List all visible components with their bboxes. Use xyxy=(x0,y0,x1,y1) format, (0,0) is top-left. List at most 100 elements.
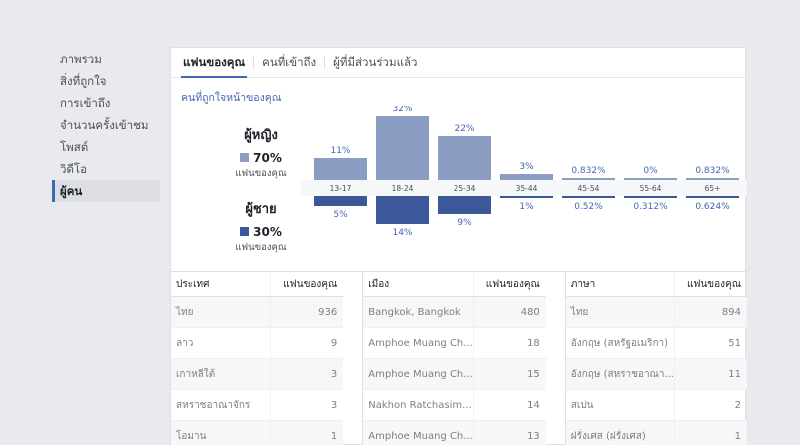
demographics-tables: ประเทศ แฟนของคุณ ไทย 936 ลาว 9 เกาหลีใต้ 3 … xyxy=(171,271,747,445)
age-tick-label: 35-44 xyxy=(516,184,538,193)
table-row: อังกฤษ (สหราชอาณา... 11 xyxy=(565,359,747,390)
tab-divider xyxy=(253,56,255,69)
insights-card: แฟนของคุณ คนที่เข้าถึง ผู้ที่มีส่วนร่วมแ… xyxy=(170,47,747,445)
bar-women xyxy=(562,178,615,180)
bar-men xyxy=(438,196,491,214)
table-row: Bangkok, Bangkok 480 xyxy=(363,297,546,328)
table-row: ไทย 894 xyxy=(565,297,747,328)
country-name: สหราชอาณาจักร xyxy=(176,399,251,411)
data-label-men: 9% xyxy=(457,218,472,228)
data-label-women: 0.832% xyxy=(695,166,730,176)
country-name: ลาว xyxy=(176,337,194,349)
sidebar-item-likes[interactable]: สิ่งที่ถูกใจ xyxy=(60,74,107,88)
data-label-women: 3% xyxy=(519,162,534,172)
fan-count: 480 xyxy=(472,297,546,327)
table-row: สเปน 2 xyxy=(565,390,747,421)
table-row: ลาว 9 xyxy=(171,328,344,359)
city-table: เมือง แฟนของคุณ Bangkok, Bangkok 480 Amph… xyxy=(362,272,546,445)
sidebar-item-reach[interactable]: การเข้าถึง xyxy=(60,96,111,110)
tab-your-fans[interactable]: แฟนของคุณ xyxy=(175,48,253,78)
table-row: อังกฤษ (สหรัฐอเมริกา) 51 xyxy=(565,328,747,359)
age-tick-label: 18-24 xyxy=(392,184,414,193)
data-label-women: 0.832% xyxy=(571,166,606,176)
legend-men-value: 30% xyxy=(253,225,282,239)
age-tick-label: 25-34 xyxy=(454,184,476,193)
tab-bar: แฟนของคุณ คนที่เข้าถึง ผู้ที่มีส่วนร่วมแ… xyxy=(171,48,745,78)
country-name: โอมาน xyxy=(176,430,207,442)
table-header: เมือง แฟนของคุณ xyxy=(363,272,546,297)
fan-count: 15 xyxy=(472,359,546,389)
fan-count: 2 xyxy=(674,390,747,420)
legend-women-sub: แฟนของคุณ xyxy=(235,168,287,179)
bar-men xyxy=(624,196,677,198)
language-table: ภาษา แฟนของคุณ ไทย 894 อังกฤษ (สหรัฐอเมริ… xyxy=(564,272,747,445)
tab-people-engaged[interactable]: ผู้ที่มีส่วนร่วมแล้ว xyxy=(333,55,418,69)
legend-men: ผู้ชาย 30% แฟนของคุณ xyxy=(211,198,311,255)
fan-count: 936 xyxy=(270,297,343,327)
language-name: ไทย xyxy=(570,306,589,318)
legend-men-percent: 30% xyxy=(211,225,311,239)
sidebar-item-people[interactable]: ผู้คน xyxy=(52,180,160,202)
legend-women-percent: 70% xyxy=(211,151,311,165)
legend-women-value: 70% xyxy=(253,151,282,165)
table-row: ไทย 936 xyxy=(171,297,344,328)
table-header: ภาษา แฟนของคุณ xyxy=(565,272,747,297)
bar-men xyxy=(500,196,553,198)
fan-count: 51 xyxy=(674,328,747,358)
data-label-women: 11% xyxy=(330,146,350,156)
table-row: Amphoe Muang Ch... 18 xyxy=(363,328,546,359)
fan-count: 18 xyxy=(472,328,546,358)
legend-women-heading: ผู้หญิง xyxy=(244,128,278,143)
age-tick-label: 45-54 xyxy=(578,184,600,193)
city-name: Amphoe Muang Ch... xyxy=(368,368,473,380)
tab-divider xyxy=(324,56,326,69)
table-row: โอมาน 1 xyxy=(171,421,344,445)
country-name: ไทย xyxy=(176,306,194,318)
table-row: Amphoe Muang Ch... 13 xyxy=(363,421,546,445)
age-tick-label: 65+ xyxy=(705,184,721,193)
fan-count: 1 xyxy=(674,421,747,445)
sidebar-item-page-views[interactable]: จำนวนครั้งเข้าชม xyxy=(60,118,149,132)
data-label-women: 0% xyxy=(643,166,658,176)
table-header: ประเทศ แฟนของคุณ xyxy=(171,272,344,297)
bar-men xyxy=(314,196,367,206)
fan-count: 3 xyxy=(270,390,343,420)
table-row: Amphoe Muang Ch... 15 xyxy=(363,359,546,390)
fan-count: 9 xyxy=(270,328,343,358)
column-header-city[interactable]: เมือง xyxy=(368,278,390,290)
legend-men-sub: แฟนของคุณ xyxy=(235,242,287,253)
language-name: อังกฤษ (สหรัฐอเมริกา) xyxy=(570,337,669,349)
data-label-men: 14% xyxy=(392,228,412,238)
column-header-language[interactable]: ภาษา xyxy=(570,278,596,290)
sidebar-item-posts[interactable]: โพสต์ xyxy=(60,140,89,154)
fan-count: 1 xyxy=(270,421,343,445)
data-label-women: 32% xyxy=(392,106,412,114)
age-tick-label: 13-17 xyxy=(330,184,352,193)
city-name: Bangkok, Bangkok xyxy=(368,306,461,318)
table-row: Nakhon Ratchasim... 14 xyxy=(363,390,546,421)
sidebar-item-overview[interactable]: ภาพรวม xyxy=(60,52,102,66)
data-label-men: 0.624% xyxy=(695,202,730,212)
fan-count: 14 xyxy=(472,390,546,420)
age-gender-chart: 11% 5% 13-17 32% 14% 18-24 22% 9% 25-34 3% 1% 35-44… xyxy=(301,106,747,238)
tab-people-reached[interactable]: คนที่เข้าถึง xyxy=(262,55,317,69)
bar-women xyxy=(376,116,429,180)
bar-women xyxy=(624,178,677,180)
language-name: ฝรั่งเศส (ฝรั่งเศส) xyxy=(570,430,646,442)
sidebar-nav: ภาพรวม สิ่งที่ถูกใจ การเข้าถึง จำนวนครั้… xyxy=(52,48,160,202)
sidebar-item-videos[interactable]: วิดีโอ xyxy=(60,162,88,176)
column-header-country[interactable]: ประเทศ xyxy=(176,278,210,290)
column-header-fans[interactable]: แฟนของคุณ xyxy=(674,272,747,296)
city-name: Amphoe Muang Ch... xyxy=(368,430,473,442)
data-label-men: 0.52% xyxy=(574,202,603,212)
age-tick-label: 55-64 xyxy=(640,184,662,193)
column-header-fans[interactable]: แฟนของคุณ xyxy=(270,272,343,296)
city-name: Nakhon Ratchasim... xyxy=(368,399,472,411)
bar-men xyxy=(376,196,429,224)
fan-count: 11 xyxy=(674,359,747,389)
fan-count: 13 xyxy=(472,421,546,445)
fan-count: 3 xyxy=(270,359,343,389)
column-header-fans[interactable]: แฟนของคุณ xyxy=(472,272,546,296)
bar-women xyxy=(314,158,367,180)
data-label-men: 5% xyxy=(333,210,348,220)
